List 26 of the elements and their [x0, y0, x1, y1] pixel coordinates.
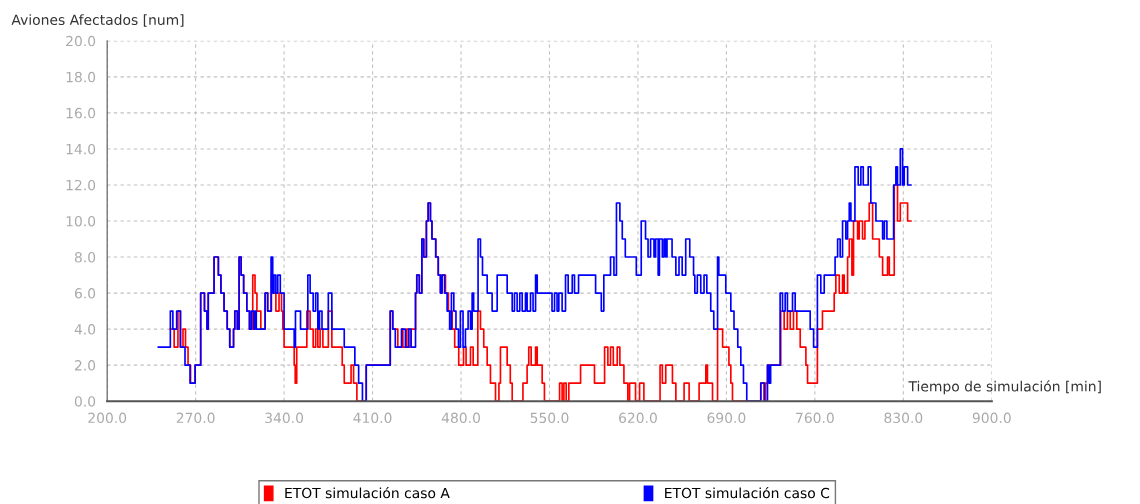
y-tick-label: 20.0	[66, 35, 96, 47]
y-tick-label: 12.0	[66, 179, 96, 191]
y-tick-label: 4.0	[74, 324, 96, 335]
y-tick-label: 10.0	[66, 215, 96, 227]
y-tick-label: 8.0	[74, 252, 96, 263]
y-tick-label: 0.0	[74, 396, 96, 407]
y-axis-title: Aviones Afectados [num]	[11, 14, 184, 27]
y-tick-label: 16.0	[66, 107, 96, 119]
y-tick-label: 18.0	[66, 71, 96, 83]
y-tick-label: 2.0	[74, 360, 96, 371]
x-tick-label: 270.0	[176, 412, 215, 424]
x-tick-label: 480.0	[441, 412, 480, 424]
x-tick-label: 690.0	[707, 412, 746, 424]
x-tick-label: 410.0	[353, 412, 392, 424]
x-axis-title: Tiempo de simulación [min]	[908, 380, 1101, 395]
x-tick-label: 900.0	[972, 412, 1011, 424]
x-tick-label: 550.0	[530, 412, 569, 424]
x-tick-label: 200.0	[88, 412, 127, 424]
x-tick-label: 760.0	[796, 412, 834, 424]
legend-label: ETOT simulación caso A	[285, 486, 450, 499]
legend-label: ETOT simulación caso C	[665, 486, 830, 499]
y-tick-label: 6.0	[74, 288, 96, 299]
x-tick-label: 340.0	[265, 412, 304, 424]
x-tick-label: 830.0	[884, 412, 923, 424]
x-tick-label: 620.0	[619, 412, 657, 424]
y-tick-label: 14.0	[66, 143, 96, 155]
